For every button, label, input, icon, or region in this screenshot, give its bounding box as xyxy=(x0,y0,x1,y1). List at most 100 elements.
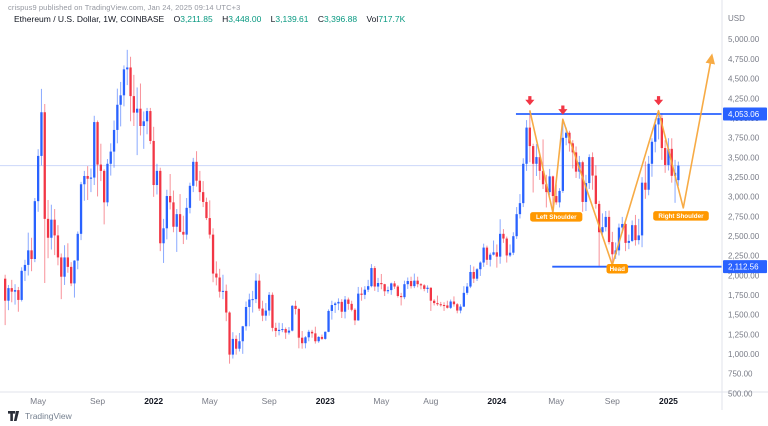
candle xyxy=(103,170,106,203)
candle xyxy=(314,333,317,342)
candle xyxy=(525,127,528,164)
candle xyxy=(558,190,561,203)
candle xyxy=(363,289,366,295)
candle xyxy=(112,129,116,152)
candle xyxy=(33,201,36,260)
candle xyxy=(426,287,429,289)
candle xyxy=(499,233,502,257)
candle xyxy=(294,305,297,309)
candle xyxy=(449,301,452,308)
candle xyxy=(139,108,142,127)
time-tick-may: May xyxy=(30,396,47,406)
candle xyxy=(46,218,50,238)
candle xyxy=(588,157,591,184)
candle xyxy=(254,280,258,300)
candle xyxy=(218,277,221,292)
candle xyxy=(182,231,185,235)
pattern-zigzag-line[interactable] xyxy=(529,53,716,266)
candle xyxy=(83,175,86,185)
candle xyxy=(594,175,597,204)
candle xyxy=(7,288,10,301)
candle xyxy=(324,331,327,339)
candle xyxy=(37,155,40,202)
candle xyxy=(96,122,99,165)
candle xyxy=(386,290,390,292)
candle xyxy=(17,290,20,300)
symbol-info-bar[interactable]: Ethereum / U.S. Dollar, 1W, COINBASE O3,… xyxy=(14,14,405,24)
ohlc-high-label: H xyxy=(222,14,229,24)
candle xyxy=(159,170,162,244)
time-axis[interactable]: May Sep 2022 May Sep 2023 May Aug 2024 May Sep 2025 xyxy=(30,396,678,406)
pattern-label-head[interactable] xyxy=(606,264,629,274)
candle xyxy=(459,306,462,311)
candle xyxy=(274,327,277,332)
candle xyxy=(89,177,93,179)
price-axis-badge: 2,112.56 xyxy=(723,260,767,274)
candle xyxy=(452,301,456,305)
candle xyxy=(145,111,149,122)
pattern-label-left-shoulder-text: Left Shoulder xyxy=(536,214,577,221)
candle xyxy=(439,304,442,306)
candle xyxy=(561,137,564,191)
candle xyxy=(337,301,340,304)
candle xyxy=(555,196,558,203)
candle xyxy=(205,201,208,219)
price-tick: 4,250.00 xyxy=(728,94,760,103)
candle xyxy=(350,303,353,310)
candle xyxy=(604,216,607,228)
down-arrow-marker[interactable] xyxy=(525,96,535,106)
candle xyxy=(301,337,304,344)
volume-label: Vol xyxy=(366,14,379,24)
candle xyxy=(584,183,588,202)
candle xyxy=(370,268,373,287)
pattern-label-head-text: Head xyxy=(610,266,626,273)
tradingview-wordmark: TradingView xyxy=(25,411,72,421)
price-tick: 3,500.00 xyxy=(728,153,760,162)
price-axis[interactable]: USD5,000.004,750.004,500.004,250.004,000… xyxy=(728,14,760,398)
candle xyxy=(396,286,399,296)
pattern-label-right-shoulder[interactable] xyxy=(653,211,709,221)
time-tick-sep: Sep xyxy=(262,396,277,406)
candle xyxy=(86,175,89,179)
price-tick: 2,500.00 xyxy=(728,232,760,241)
down-arrow-marker[interactable] xyxy=(558,105,568,115)
candle xyxy=(73,260,76,284)
price-tick: 4,500.00 xyxy=(728,75,760,84)
candle xyxy=(63,257,66,277)
candle xyxy=(330,305,333,311)
candle xyxy=(360,293,363,295)
pattern-label-left-shoulder[interactable] xyxy=(530,212,583,222)
ohlc-open-value: 3,211.85 xyxy=(180,14,213,24)
volume-value: 717.7K xyxy=(378,14,406,24)
candle xyxy=(429,287,432,301)
candle xyxy=(631,225,634,241)
time-tick-may: May xyxy=(548,396,565,406)
candle xyxy=(433,300,436,304)
tradingview-logo[interactable]: TradingView xyxy=(8,411,72,421)
candle xyxy=(20,270,23,300)
candle xyxy=(13,290,17,292)
candle xyxy=(390,283,393,291)
candle xyxy=(155,170,159,186)
down-arrow-marker[interactable] xyxy=(653,96,664,106)
price-tick: 750.00 xyxy=(728,370,753,379)
candle xyxy=(231,338,234,355)
time-tick-2023: 2023 xyxy=(316,396,335,406)
candle xyxy=(400,295,403,298)
candle xyxy=(50,219,53,238)
candle xyxy=(221,290,225,292)
candle xyxy=(367,286,370,290)
candle xyxy=(548,176,551,193)
candle xyxy=(169,196,172,203)
candle xyxy=(515,214,518,237)
candle xyxy=(258,280,261,309)
candle xyxy=(475,269,479,279)
candle xyxy=(489,254,492,260)
candle xyxy=(165,196,168,229)
ohlc-low-value: 3,139.61 xyxy=(275,14,309,24)
candle xyxy=(116,104,119,130)
symbol-title[interactable]: Ethereum / U.S. Dollar, 1W, COINBASE xyxy=(14,14,165,24)
candle xyxy=(185,207,188,235)
candle xyxy=(192,161,195,186)
